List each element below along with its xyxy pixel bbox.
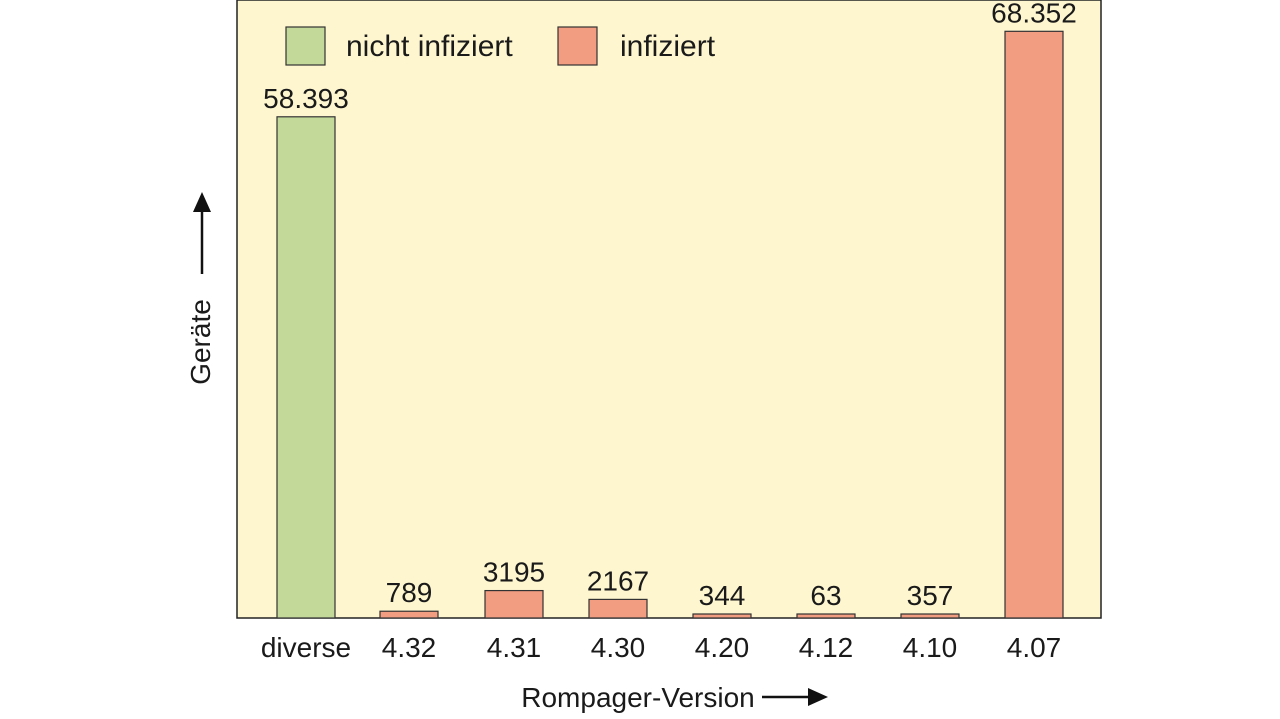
x-tick-label-4-20: 4.20 bbox=[695, 632, 750, 663]
bar-4-10 bbox=[900, 613, 960, 619]
x-tick-label-4-07: 4.07 bbox=[1007, 632, 1062, 663]
bar-4-32 bbox=[379, 610, 439, 619]
bars-group bbox=[276, 30, 1064, 619]
x-axis-title: Rompager-Version bbox=[521, 682, 828, 713]
bar-4-31 bbox=[484, 589, 544, 619]
x-tick-label-diverse: diverse bbox=[261, 632, 351, 663]
x-tick-labels-group: diverse 4.32 4.31 4.30 4.20 4.12 4.10 4.07 bbox=[261, 632, 1061, 663]
x-tick-label-4-32: 4.32 bbox=[382, 632, 437, 663]
y-axis-arrow-icon bbox=[193, 192, 211, 212]
legend-swatch-not-infected bbox=[285, 26, 326, 66]
bar-diverse bbox=[276, 116, 336, 619]
x-tick-label-4-30: 4.30 bbox=[591, 632, 646, 663]
y-axis-title: Geräte bbox=[185, 192, 216, 385]
bar-4-20 bbox=[692, 613, 752, 619]
bar-4-12 bbox=[796, 613, 856, 619]
bar-4-07 bbox=[1004, 30, 1064, 619]
legend-swatch-infected bbox=[557, 26, 598, 66]
y-axis-label: Geräte bbox=[185, 299, 216, 385]
value-label-diverse: 58.393 bbox=[263, 83, 349, 114]
x-tick-label-4-10: 4.10 bbox=[903, 632, 958, 663]
value-label-4-12: 63 bbox=[810, 580, 841, 611]
value-label-4-31: 3195 bbox=[483, 557, 545, 588]
legend-label-infected: infiziert bbox=[620, 30, 716, 63]
bar-4-30 bbox=[588, 598, 648, 619]
value-label-4-10: 357 bbox=[907, 580, 954, 611]
value-label-4-20: 344 bbox=[699, 580, 746, 611]
legend-label-not-infected: nicht infiziert bbox=[346, 30, 513, 63]
x-axis-arrow-icon bbox=[808, 688, 828, 706]
x-tick-label-4-12: 4.12 bbox=[799, 632, 854, 663]
x-tick-label-4-31: 4.31 bbox=[487, 632, 542, 663]
legend: nicht infiziert infiziert bbox=[285, 26, 716, 66]
value-label-4-30: 2167 bbox=[587, 565, 649, 596]
plot-area bbox=[236, 0, 1102, 619]
x-axis-label: Rompager-Version bbox=[521, 682, 754, 713]
value-label-4-32: 789 bbox=[386, 577, 433, 608]
value-labels-group: 58.393 789 3195 2167 344 63 357 68.352 bbox=[263, 0, 1077, 611]
value-label-4-07: 68.352 bbox=[991, 0, 1077, 28]
